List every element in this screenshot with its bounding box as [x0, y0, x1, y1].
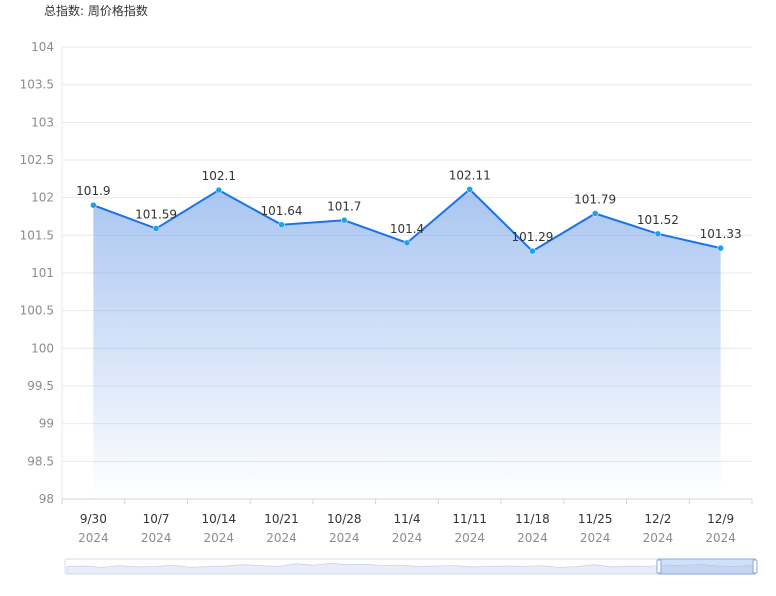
- zoom-preview: [66, 562, 754, 575]
- y-tick-label: 98.5: [27, 454, 54, 468]
- zoom-handle-left[interactable]: [656, 559, 662, 574]
- x-tick-year: 2024: [454, 531, 485, 545]
- zoom-window[interactable]: [658, 558, 756, 575]
- x-tick-label: 10/7: [143, 512, 170, 526]
- x-tick-year: 2024: [705, 531, 736, 545]
- data-label: 101.4: [390, 222, 424, 236]
- data-point: [529, 247, 536, 255]
- y-tick-label: 103.5: [20, 78, 54, 92]
- x-tick-label: 12/9: [707, 512, 734, 526]
- y-tick-label: 102: [31, 191, 54, 205]
- y-tick-label: 102.5: [20, 153, 54, 167]
- area-path: [93, 189, 721, 499]
- data-label: 101.9: [76, 184, 110, 198]
- data-points: [90, 186, 724, 255]
- data-label: 101.29: [511, 230, 553, 244]
- x-tick-label: 10/28: [327, 512, 362, 526]
- y-tick-label: 99.5: [27, 379, 54, 393]
- y-tick-label: 100.5: [20, 304, 54, 318]
- x-tick-label: 9/30: [80, 512, 107, 526]
- x-tick-year: 2024: [643, 531, 674, 545]
- x-tick-year: 2024: [392, 531, 423, 545]
- data-point: [215, 186, 223, 194]
- data-point: [152, 225, 160, 232]
- y-tick-label: 104: [31, 40, 54, 54]
- data-point: [278, 221, 285, 229]
- x-tick-year: 2024: [266, 531, 297, 545]
- data-label: 101.33: [700, 227, 742, 241]
- zoom-handle-right[interactable]: [752, 559, 758, 574]
- x-tick-label: 11/11: [452, 512, 487, 526]
- data-label: 101.52: [637, 213, 679, 227]
- x-tick-year: 2024: [141, 531, 172, 545]
- data-label: 101.59: [135, 208, 177, 222]
- data-point: [654, 230, 662, 238]
- y-tick-label: 100: [31, 341, 54, 355]
- x-tick-label: 11/25: [578, 512, 613, 526]
- y-tick-label: 101: [31, 266, 54, 280]
- y-tick-label: 98: [39, 492, 54, 506]
- data-labels: 101.9 101.59 102.1 101.64 101.7 101.4 102.11 10…: [76, 168, 741, 244]
- zoom-slider[interactable]: [64, 558, 758, 575]
- y-tick-label: 101.5: [20, 228, 54, 242]
- x-tick-label: 11/18: [515, 512, 550, 526]
- y-tick-label: 103: [31, 115, 54, 129]
- data-label: 102.1: [202, 169, 236, 183]
- data-point: [90, 201, 97, 209]
- data-point: [591, 210, 599, 217]
- x-tick-label: 11/4: [394, 512, 421, 526]
- data-label: 101.64: [261, 204, 303, 218]
- x-tick-year: 2024: [517, 531, 548, 545]
- x-tick-year: 2024: [329, 531, 360, 545]
- data-point: [403, 239, 411, 247]
- data-point: [466, 186, 473, 193]
- x-tick-year: 2024: [580, 531, 611, 545]
- data-point: [717, 244, 724, 252]
- y-tick-label: 99: [39, 417, 54, 431]
- x-tick-label: 12/2: [644, 512, 671, 526]
- data-point: [341, 217, 348, 224]
- area-fill: [93, 189, 721, 499]
- data-label: 101.7: [327, 199, 361, 213]
- data-label: 101.79: [574, 192, 616, 206]
- x-tick-year: 2024: [204, 531, 235, 545]
- axes: 98 98.5 99 99.5 100 100.5 101 101.5 102 102.5 103 1…: [20, 40, 753, 545]
- x-tick-label: 10/21: [264, 512, 299, 526]
- chart-title: 总指数: 周价格指数: [44, 4, 148, 18]
- x-tick-label: 10/14: [202, 512, 237, 526]
- data-label: 102.11: [449, 168, 491, 182]
- x-tick-year: 2024: [78, 531, 109, 545]
